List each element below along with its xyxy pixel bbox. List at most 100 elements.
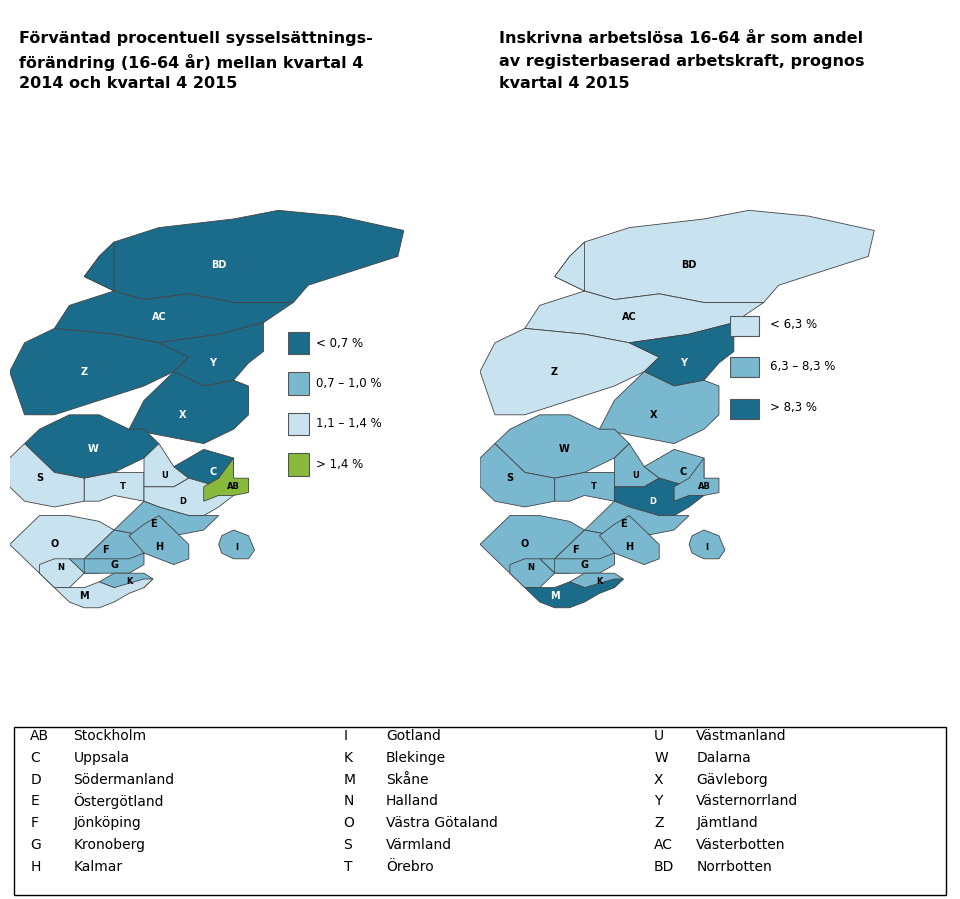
- Text: G: G: [31, 838, 41, 852]
- Text: 6,3 – 8,3 %: 6,3 – 8,3 %: [770, 360, 835, 372]
- Polygon shape: [129, 516, 189, 565]
- Text: Halland: Halland: [386, 795, 439, 808]
- Text: Inskrivna arbetslösa 16-64 år som andel: Inskrivna arbetslösa 16-64 år som andel: [499, 31, 863, 47]
- Polygon shape: [525, 242, 764, 343]
- Text: H: H: [625, 542, 634, 552]
- Polygon shape: [159, 323, 263, 386]
- Text: I: I: [344, 729, 348, 743]
- Bar: [730, 399, 759, 419]
- Text: S: S: [506, 473, 514, 483]
- Text: AC: AC: [622, 312, 636, 322]
- Text: T: T: [590, 482, 596, 492]
- Text: I: I: [235, 543, 238, 552]
- Bar: [730, 316, 759, 336]
- Text: T: T: [344, 859, 352, 874]
- Text: K: K: [126, 577, 132, 586]
- Bar: [288, 413, 309, 435]
- Polygon shape: [555, 553, 614, 574]
- Bar: [730, 357, 759, 378]
- Text: M: M: [344, 772, 355, 787]
- Polygon shape: [144, 478, 233, 516]
- Polygon shape: [114, 502, 219, 536]
- Polygon shape: [644, 450, 704, 486]
- Text: Stockholm: Stockholm: [74, 729, 147, 743]
- Text: X: X: [650, 410, 657, 420]
- Text: G: G: [581, 559, 588, 570]
- Text: E: E: [620, 520, 627, 530]
- Text: K: K: [596, 577, 603, 586]
- Polygon shape: [25, 414, 159, 478]
- Polygon shape: [555, 472, 614, 502]
- Polygon shape: [599, 371, 719, 443]
- Text: S: S: [344, 838, 352, 852]
- Text: 2014 och kvartal 4 2015: 2014 och kvartal 4 2015: [19, 76, 237, 92]
- Text: Y: Y: [654, 795, 662, 808]
- Text: BD: BD: [654, 859, 675, 874]
- Text: N: N: [57, 563, 64, 572]
- Text: AB: AB: [31, 729, 49, 743]
- Text: kvartal 4 2015: kvartal 4 2015: [499, 76, 630, 92]
- Text: H: H: [31, 859, 40, 874]
- Text: Värmland: Värmland: [386, 838, 452, 852]
- Text: D: D: [180, 497, 186, 506]
- Polygon shape: [630, 323, 733, 386]
- Polygon shape: [480, 328, 660, 414]
- Polygon shape: [525, 579, 623, 608]
- Polygon shape: [599, 516, 660, 565]
- Text: O: O: [50, 539, 59, 549]
- Text: M: M: [80, 592, 89, 601]
- Polygon shape: [614, 478, 704, 516]
- Text: N: N: [344, 795, 354, 808]
- Text: C: C: [209, 467, 216, 477]
- Text: G: G: [110, 559, 118, 570]
- Text: 1,1 – 1,4 %: 1,1 – 1,4 %: [316, 417, 382, 431]
- Text: M: M: [550, 592, 560, 601]
- Polygon shape: [480, 443, 555, 507]
- Text: Gotland: Gotland: [386, 729, 441, 743]
- Polygon shape: [495, 414, 630, 478]
- Text: H: H: [155, 542, 163, 552]
- Polygon shape: [99, 574, 153, 588]
- Text: C: C: [31, 751, 40, 765]
- Text: Södermanland: Södermanland: [74, 772, 175, 787]
- Text: U: U: [654, 729, 664, 743]
- Text: D: D: [31, 772, 41, 787]
- Polygon shape: [10, 516, 114, 588]
- Text: Förväntad procentuell sysselsättnings-: Förväntad procentuell sysselsättnings-: [19, 31, 372, 47]
- Text: S: S: [36, 473, 43, 483]
- Text: Örebro: Örebro: [386, 859, 434, 874]
- Polygon shape: [10, 443, 84, 507]
- Text: av registerbaserad arbetskraft, prognos: av registerbaserad arbetskraft, prognos: [499, 54, 865, 69]
- Polygon shape: [510, 559, 555, 588]
- Text: Jämtland: Jämtland: [696, 816, 758, 830]
- Polygon shape: [585, 502, 689, 536]
- Text: AC: AC: [654, 838, 673, 852]
- Text: E: E: [150, 520, 156, 530]
- Bar: [288, 453, 309, 476]
- Text: Dalarna: Dalarna: [696, 751, 751, 765]
- Polygon shape: [555, 210, 875, 302]
- Polygon shape: [69, 530, 144, 574]
- Text: T: T: [120, 482, 126, 492]
- Text: Norrbotten: Norrbotten: [696, 859, 772, 874]
- Polygon shape: [540, 530, 614, 574]
- Polygon shape: [55, 242, 294, 343]
- Polygon shape: [689, 530, 725, 559]
- Text: Västra Götaland: Västra Götaland: [386, 816, 498, 830]
- Polygon shape: [569, 574, 623, 588]
- Text: Uppsala: Uppsala: [74, 751, 130, 765]
- Text: Y: Y: [209, 358, 216, 368]
- Polygon shape: [129, 371, 249, 443]
- Text: F: F: [102, 545, 108, 556]
- Polygon shape: [10, 328, 189, 414]
- Text: AB: AB: [698, 482, 710, 492]
- Text: U: U: [161, 471, 168, 480]
- Text: Skåne: Skåne: [386, 772, 428, 787]
- Text: W: W: [654, 751, 668, 765]
- Text: X: X: [654, 772, 663, 787]
- Text: Kalmar: Kalmar: [74, 859, 123, 874]
- Text: I: I: [706, 543, 708, 552]
- Polygon shape: [219, 530, 254, 559]
- Text: O: O: [344, 816, 354, 830]
- Text: AC: AC: [152, 312, 166, 322]
